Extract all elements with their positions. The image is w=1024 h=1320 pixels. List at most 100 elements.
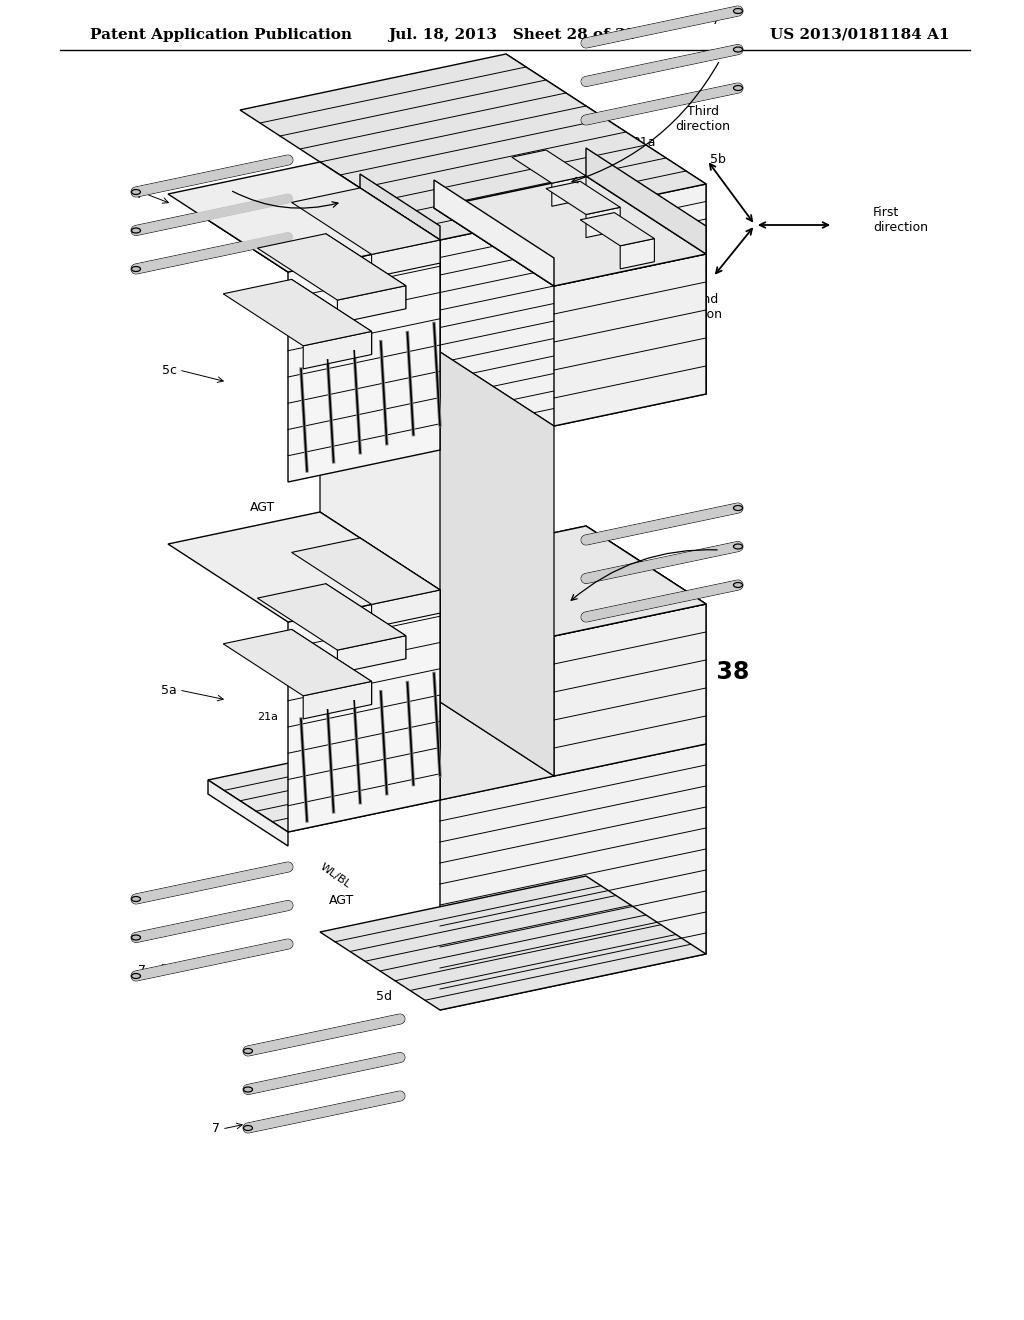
Polygon shape <box>434 176 706 286</box>
Text: 7: 7 <box>712 585 720 598</box>
Polygon shape <box>257 234 406 300</box>
Text: 7: 7 <box>136 187 144 201</box>
Polygon shape <box>240 54 706 240</box>
Ellipse shape <box>131 935 140 940</box>
Polygon shape <box>292 280 372 355</box>
Ellipse shape <box>244 1126 253 1130</box>
Polygon shape <box>586 525 706 744</box>
Text: 21a: 21a <box>632 136 655 149</box>
Polygon shape <box>434 176 706 286</box>
Text: 7: 7 <box>712 15 720 28</box>
Polygon shape <box>168 162 440 272</box>
Polygon shape <box>554 605 706 776</box>
Text: AGT: AGT <box>330 894 354 907</box>
Polygon shape <box>319 512 440 800</box>
Ellipse shape <box>244 1048 253 1053</box>
Text: AGT: AGT <box>251 502 275 513</box>
Text: First
direction: First direction <box>873 206 928 234</box>
Polygon shape <box>288 240 440 482</box>
Polygon shape <box>586 176 706 393</box>
Text: 22c: 22c <box>247 294 267 305</box>
Polygon shape <box>319 162 440 450</box>
Ellipse shape <box>131 190 140 194</box>
Text: Second
direction: Second direction <box>668 293 723 321</box>
Polygon shape <box>360 187 440 263</box>
Polygon shape <box>319 876 706 1010</box>
Polygon shape <box>372 240 440 277</box>
Polygon shape <box>257 583 406 651</box>
Polygon shape <box>434 180 554 286</box>
Ellipse shape <box>733 86 742 91</box>
Polygon shape <box>292 630 372 705</box>
Polygon shape <box>434 348 554 776</box>
Text: Third
direction: Third direction <box>676 106 730 133</box>
Ellipse shape <box>733 506 742 511</box>
Polygon shape <box>554 253 706 426</box>
Text: Patent Application Publication: Patent Application Publication <box>90 28 352 42</box>
Polygon shape <box>208 206 288 272</box>
Text: Jul. 18, 2013   Sheet 28 of 33: Jul. 18, 2013 Sheet 28 of 33 <box>388 28 636 42</box>
Text: 5d: 5d <box>376 990 392 1003</box>
Polygon shape <box>360 539 440 612</box>
Polygon shape <box>440 744 706 1010</box>
Polygon shape <box>586 667 706 954</box>
Text: AGT: AGT <box>253 528 279 541</box>
Text: 21a: 21a <box>258 713 279 722</box>
Polygon shape <box>434 525 706 636</box>
Polygon shape <box>208 748 440 832</box>
Text: 5a: 5a <box>161 684 177 697</box>
Text: 21c: 21c <box>351 601 371 611</box>
Polygon shape <box>337 285 406 323</box>
Ellipse shape <box>733 544 742 549</box>
Text: US 2013/0181184 A1: US 2013/0181184 A1 <box>770 28 950 42</box>
Polygon shape <box>337 636 406 673</box>
Polygon shape <box>434 525 706 636</box>
Ellipse shape <box>733 582 742 587</box>
Polygon shape <box>288 590 440 832</box>
Polygon shape <box>223 630 372 696</box>
Ellipse shape <box>733 48 742 51</box>
Polygon shape <box>319 372 440 800</box>
Polygon shape <box>546 181 621 214</box>
Polygon shape <box>326 234 406 309</box>
Ellipse shape <box>244 1086 253 1092</box>
Text: AGT: AGT <box>631 752 656 766</box>
Polygon shape <box>303 681 372 719</box>
Polygon shape <box>512 150 586 183</box>
Polygon shape <box>586 207 621 238</box>
Polygon shape <box>292 187 440 255</box>
Ellipse shape <box>131 267 140 272</box>
Polygon shape <box>586 148 706 253</box>
Polygon shape <box>621 239 654 269</box>
Polygon shape <box>372 590 440 627</box>
Polygon shape <box>292 539 440 605</box>
Text: 22b: 22b <box>296 261 316 271</box>
Polygon shape <box>223 280 372 346</box>
Polygon shape <box>303 331 372 368</box>
Polygon shape <box>581 213 654 246</box>
Ellipse shape <box>131 228 140 234</box>
Polygon shape <box>168 512 440 622</box>
Polygon shape <box>506 54 706 393</box>
Polygon shape <box>552 176 586 206</box>
Text: AGT: AGT <box>631 359 656 372</box>
Text: WL/BL: WL/BL <box>317 862 352 890</box>
Ellipse shape <box>131 974 140 978</box>
Polygon shape <box>440 183 706 450</box>
Text: 5c: 5c <box>162 363 177 376</box>
Text: 7: 7 <box>138 965 146 978</box>
Ellipse shape <box>131 896 140 902</box>
Polygon shape <box>360 174 440 240</box>
Polygon shape <box>208 780 288 846</box>
Text: 5b: 5b <box>710 153 726 166</box>
Polygon shape <box>319 698 554 800</box>
Text: 22a: 22a <box>345 227 366 238</box>
Polygon shape <box>326 583 406 659</box>
Ellipse shape <box>733 8 742 13</box>
Text: FIG. 38: FIG. 38 <box>655 660 750 684</box>
Polygon shape <box>208 187 440 272</box>
Text: 7: 7 <box>212 1122 220 1135</box>
Text: WL/BL: WL/BL <box>317 492 352 521</box>
Polygon shape <box>319 348 554 450</box>
Text: 21b: 21b <box>304 657 325 667</box>
